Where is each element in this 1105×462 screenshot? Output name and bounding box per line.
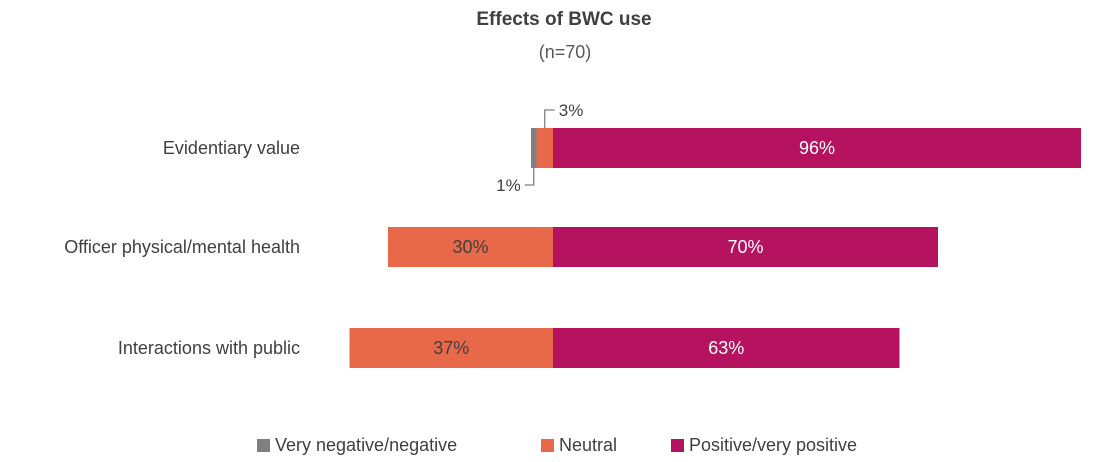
data-label-neutral-evidentiary-value: 3% xyxy=(559,101,584,120)
category-label-interactions-with-public: Interactions with public xyxy=(118,338,300,358)
data-label-neutral-interactions-with-public: 37% xyxy=(433,338,469,358)
data-label-positive-interactions-with-public: 63% xyxy=(708,338,744,358)
bar-positive-interactions-with-public xyxy=(553,328,900,368)
legend-swatch-neutral xyxy=(541,439,554,452)
callout-line-negative-evidentiary-value xyxy=(524,168,535,186)
bar-positive-evidentiary-value xyxy=(553,128,1081,168)
legend-label-neutral: Neutral xyxy=(559,435,617,455)
category-label-officer-physical-mental-health: Officer physical/mental health xyxy=(64,237,300,257)
bar-negative-evidentiary-value xyxy=(531,128,537,168)
bars-group: Evidentiary value 96% 3% 1% Officer physical… xyxy=(64,101,1081,368)
category-label-evidentiary-value: Evidentiary value xyxy=(163,138,300,158)
bar-neutral-evidentiary-value xyxy=(536,128,553,168)
legend: Very negative/negative Neutral Positive/ve… xyxy=(257,435,857,455)
chart-title: Effects of BWC use xyxy=(476,9,651,30)
data-label-positive-evidentiary-value: 96% xyxy=(799,138,835,158)
bar-positive-officer-physical-mental-health xyxy=(553,227,938,267)
data-label-negative-evidentiary-value: 1% xyxy=(496,176,521,195)
legend-swatch-very-negative-negative xyxy=(257,439,270,452)
data-label-positive-officer-physical-mental-health: 70% xyxy=(727,237,763,257)
data-label-neutral-officer-physical-mental-health: 30% xyxy=(452,237,488,257)
legend-swatch-positive-very-positive xyxy=(671,439,684,452)
bar-neutral-officer-physical-mental-health xyxy=(388,227,553,267)
chart-subtitle: (n=70) xyxy=(539,42,592,62)
legend-label-positive-very-positive: Positive/very positive xyxy=(689,435,857,455)
bar-neutral-interactions-with-public xyxy=(349,328,553,368)
legend-label-very-negative-negative: Very negative/negative xyxy=(275,435,457,455)
callout-line-neutral-evidentiary-value xyxy=(544,109,555,128)
